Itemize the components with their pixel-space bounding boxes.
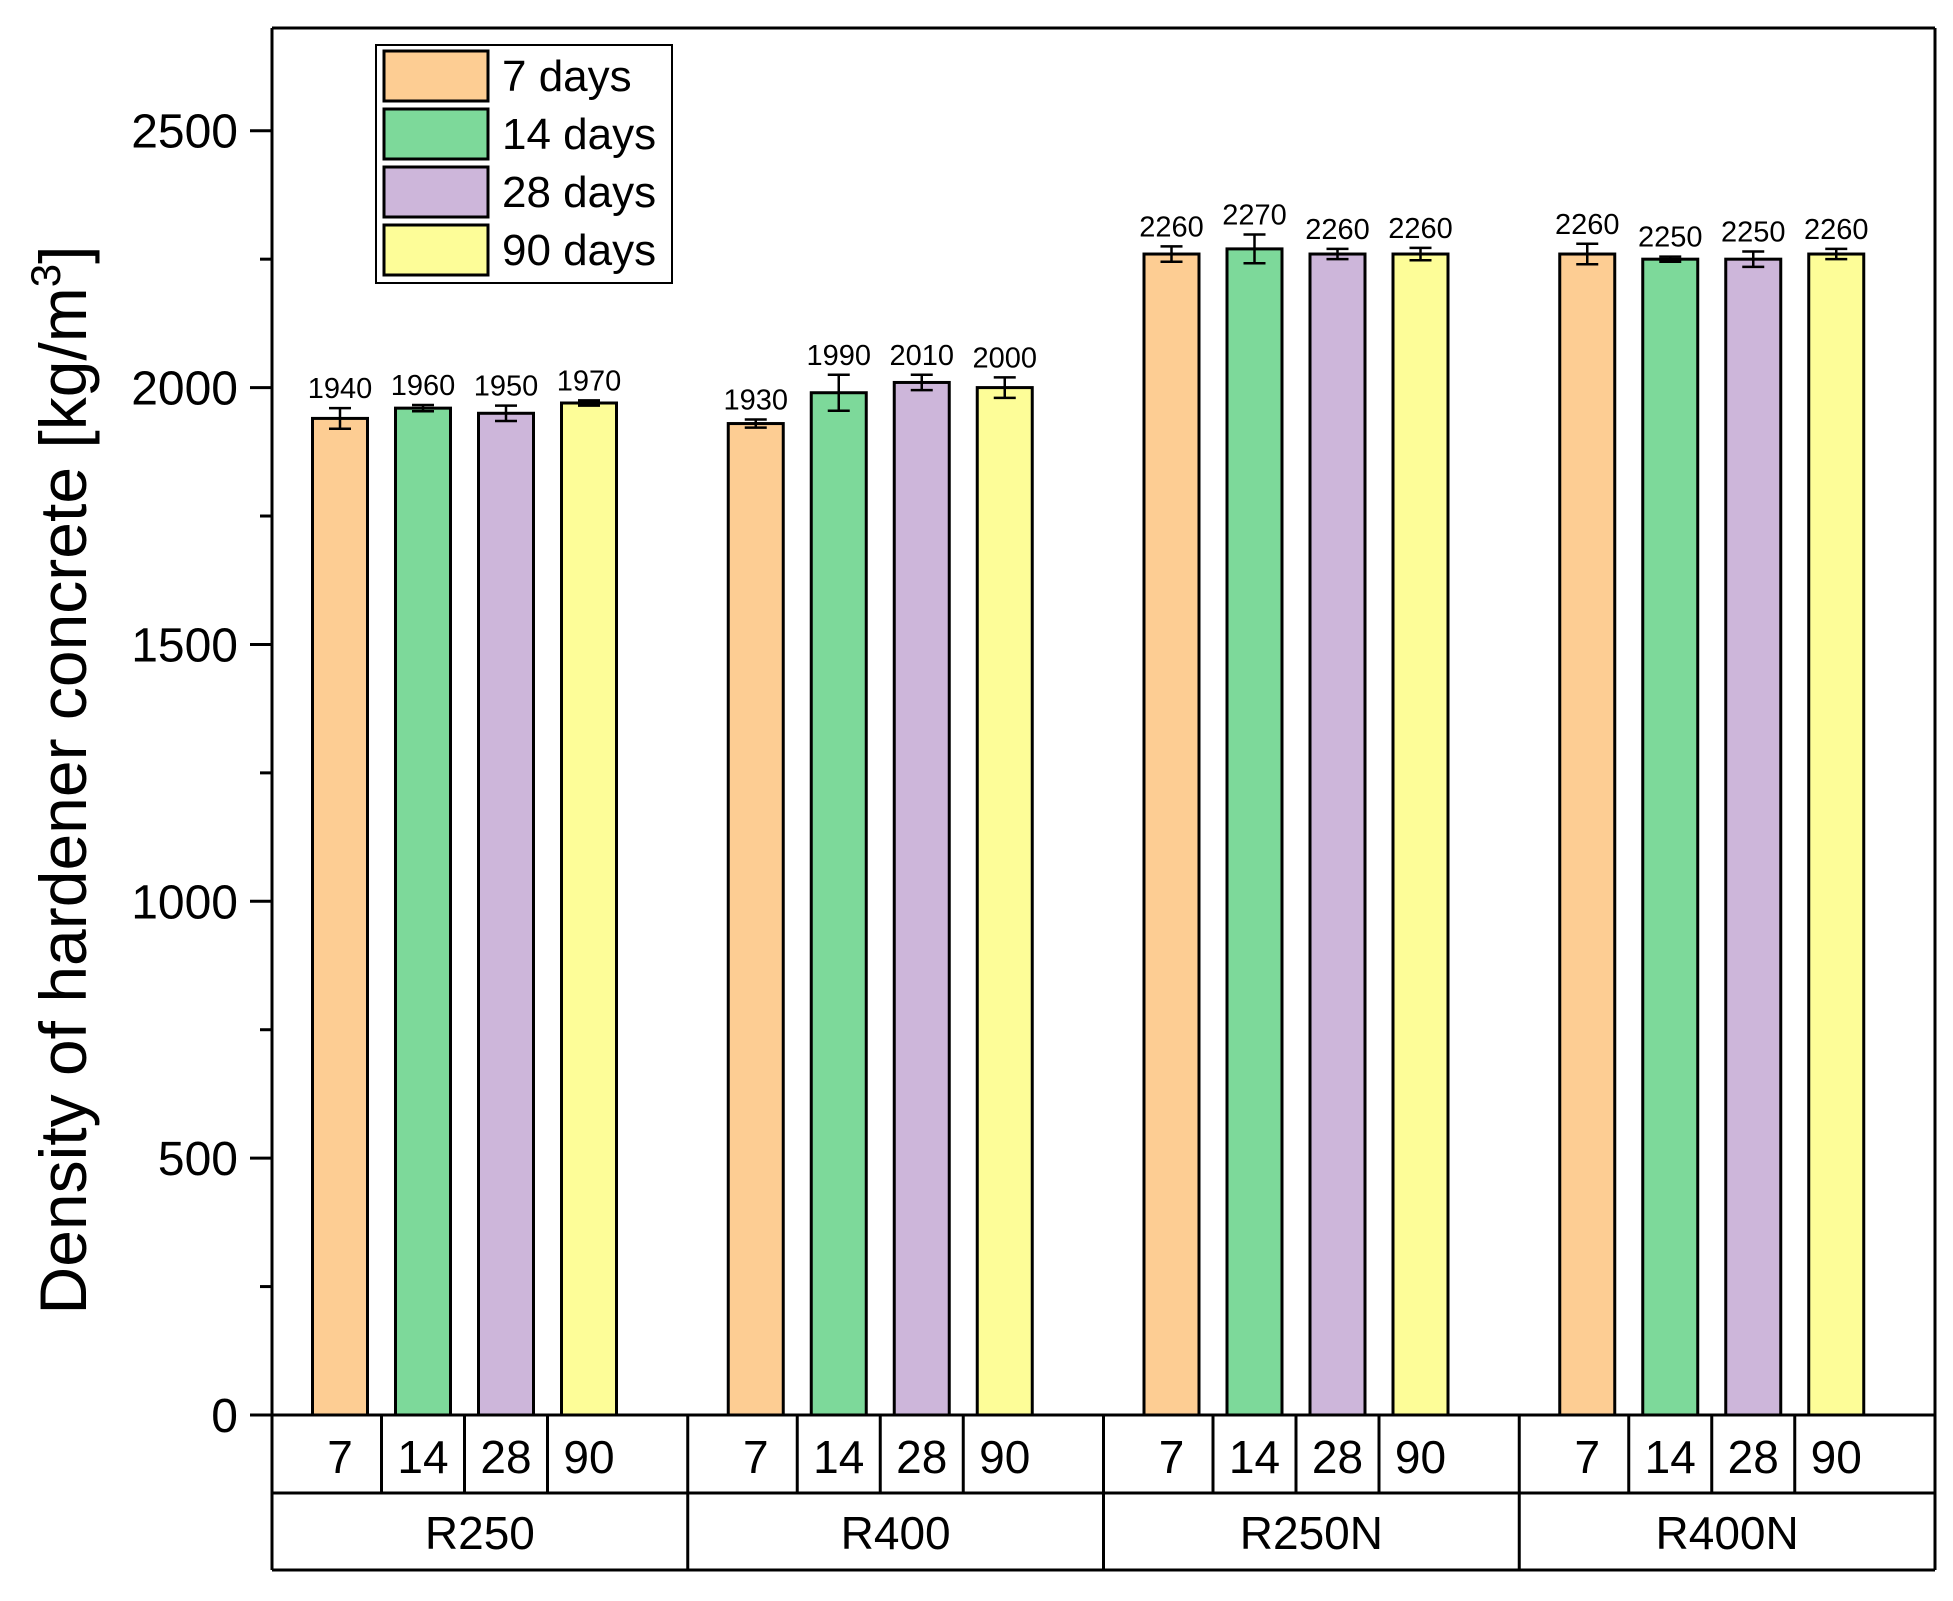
data-label: 2260 [1388, 213, 1453, 245]
y-axis-label-close: ] [26, 246, 100, 264]
data-label: 1970 [557, 365, 622, 397]
sub-category-label: 90 [1395, 1431, 1446, 1483]
sub-category-label: 7 [327, 1431, 353, 1483]
bar-R400-90-days [975, 386, 1034, 1417]
sub-category-label: 28 [1728, 1431, 1779, 1483]
y-tick-label: 1500 [131, 619, 238, 672]
sub-category-label: 90 [1811, 1431, 1862, 1483]
legend-label: 7 days [502, 52, 632, 101]
y-axis-label: Density of hardener concrete [kg/m3] [22, 246, 100, 1315]
sub-category-label: 14 [397, 1431, 448, 1483]
y-tick-label: 2000 [131, 363, 238, 416]
group-label: R400N [1656, 1507, 1799, 1559]
data-label: 2000 [972, 342, 1037, 374]
bar-R250N-14-days [1225, 247, 1284, 1417]
bar-R250N-28-days [1308, 252, 1367, 1417]
sub-category-label: 28 [896, 1431, 947, 1483]
data-label: 2260 [1804, 214, 1869, 246]
y-axis-label-main: Density of hardener concrete [kg/m [26, 287, 100, 1314]
bar-R400N-90-days [1807, 252, 1866, 1417]
bar-R250-7-days [311, 416, 369, 1417]
y-tick-label: 2500 [131, 106, 238, 159]
sub-category-label: 28 [1312, 1431, 1363, 1483]
data-label: 1940 [308, 373, 373, 405]
sub-category-label: 14 [1229, 1431, 1280, 1483]
sub-category-label: 90 [563, 1431, 614, 1483]
bar-R400N-7-days [1558, 252, 1617, 1417]
sub-category-label: 14 [813, 1431, 864, 1483]
y-tick-label: 500 [158, 1133, 238, 1186]
bar-R250N-7-days [1142, 252, 1201, 1417]
y-tick-label: 0 [211, 1390, 238, 1443]
legend-swatch [382, 223, 490, 277]
sub-category-label: 90 [979, 1431, 1030, 1483]
bar-R250-90-days [560, 401, 618, 1417]
data-label: 1950 [474, 371, 539, 403]
y-tick-label: 1000 [131, 876, 238, 929]
sub-category-label: 7 [743, 1431, 769, 1483]
data-label: 2250 [1721, 216, 1786, 248]
y-axis-label-sup: 3 [22, 264, 69, 287]
bar-R250-14-days [394, 406, 452, 1417]
bar-R400-28-days [892, 380, 951, 1417]
data-label: 2260 [1305, 214, 1370, 246]
bar-R250N-90-days [1391, 252, 1450, 1417]
data-label: 2010 [889, 340, 954, 372]
legend: 7 days 14 days 28 days 90 days [375, 44, 673, 284]
legend-label: 14 days [502, 110, 656, 159]
data-label: 1990 [806, 340, 871, 372]
data-label: 2250 [1638, 222, 1703, 254]
legend-label: 28 days [502, 168, 656, 217]
sub-category-label: 7 [1574, 1431, 1600, 1483]
sub-category-label: 28 [480, 1431, 531, 1483]
sub-category-label: 7 [1159, 1431, 1185, 1483]
data-label: 2260 [1139, 211, 1204, 243]
bar-R400N-28-days [1724, 257, 1783, 1417]
data-label: 2270 [1222, 200, 1287, 232]
legend-label: 90 days [502, 226, 656, 275]
bar-R400N-14-days [1641, 257, 1700, 1417]
data-label: 2260 [1555, 209, 1620, 241]
group-label: R250N [1240, 1507, 1383, 1559]
bar-R250-28-days [477, 411, 535, 1417]
legend-swatch [382, 165, 490, 219]
bar-R400-14-days [809, 391, 868, 1417]
sub-category-label: 14 [1645, 1431, 1696, 1483]
legend-swatch [382, 49, 490, 103]
bars-layer: 1940 1960 1950 1970 1930 1990 2010 2000 2260 2270… [308, 200, 1869, 1417]
group-label: R400 [841, 1507, 951, 1559]
data-label: 1960 [391, 370, 456, 402]
data-label: 1930 [723, 384, 788, 416]
bar-R400-7-days [726, 422, 785, 1417]
legend-swatch [382, 107, 490, 161]
group-label: R250 [425, 1507, 535, 1559]
